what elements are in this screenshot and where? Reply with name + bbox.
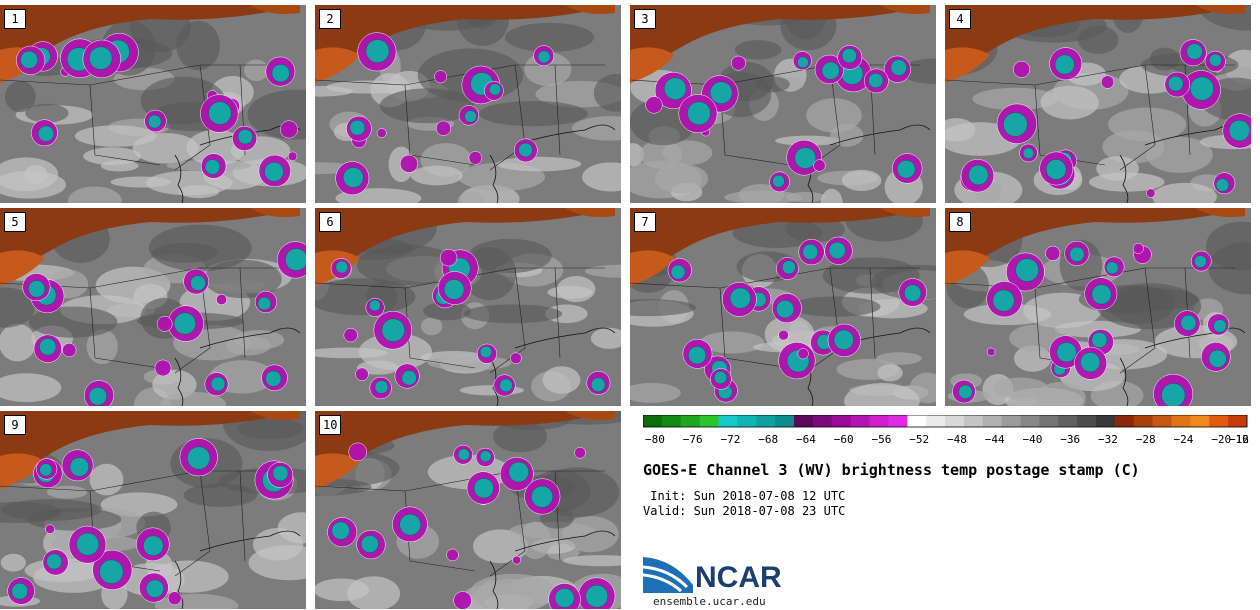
colorbar-segment	[1171, 415, 1191, 427]
water-vapor-map	[0, 5, 306, 203]
water-vapor-map	[0, 411, 306, 609]
panel-8: 8	[945, 208, 1251, 406]
colorbar-segment	[850, 415, 870, 427]
panel-4: 4	[945, 5, 1251, 203]
colorbar-tick-label: −28	[1136, 433, 1156, 446]
colorbar-segment	[812, 415, 833, 427]
colorbar-segment	[794, 415, 814, 427]
colorbar-segment	[643, 415, 663, 427]
colorbar-segment	[1114, 415, 1135, 427]
colorbar-segment	[926, 415, 946, 427]
colorbar-segment	[718, 415, 738, 427]
colorbar-segment	[982, 415, 1003, 427]
colorbar-segment	[737, 415, 757, 427]
water-vapor-map	[315, 5, 621, 203]
panel-label: 7	[634, 212, 656, 232]
ncar-logo-text: NCAR	[695, 561, 782, 594]
panel-label: 8	[949, 212, 971, 232]
panel-label: 10	[319, 415, 342, 435]
panel-label: 3	[634, 9, 656, 29]
colorbar-segment	[699, 415, 719, 427]
colorbar-segment	[1058, 415, 1078, 427]
panel-3: 3	[630, 5, 936, 203]
panel-1: 1	[0, 5, 306, 203]
colorbar-segment	[1096, 415, 1116, 427]
colorbar-segment	[661, 415, 682, 427]
colorbar-tick-label: −16	[1229, 433, 1249, 446]
panel-label: 1	[4, 9, 26, 29]
water-vapor-map	[0, 208, 306, 406]
colorbar-tick-label: −40	[1023, 433, 1043, 446]
colorbar-tick-label: −60	[834, 433, 854, 446]
water-vapor-map	[315, 208, 621, 406]
colorbar-segment	[1152, 415, 1172, 427]
colorbar-tick-label: −76	[683, 433, 703, 446]
water-vapor-map	[945, 5, 1251, 203]
panel-10: 10	[315, 411, 621, 609]
colorbar-tick-label: −24	[1174, 433, 1194, 446]
colorbar-segment	[1133, 415, 1154, 427]
colorbar-segment	[1039, 415, 1059, 427]
colorbar-segment	[907, 415, 927, 427]
colorbar-tick-label: −44	[985, 433, 1005, 446]
colorbar-segment	[1001, 415, 1021, 427]
colorbar-segment	[1077, 415, 1097, 427]
colorbar-tick-label: −32	[1098, 433, 1118, 446]
colorbar-segment	[1020, 415, 1040, 427]
water-vapor-map	[945, 208, 1251, 406]
colorbar-segment	[869, 415, 889, 427]
valid-time: Valid: Sun 2018-07-08 23 UTC	[643, 504, 846, 518]
figure-title: GOES-E Channel 3 (WV) brightness temp po…	[643, 461, 1140, 479]
water-vapor-map	[630, 208, 936, 406]
colorbar-segment	[1228, 415, 1248, 427]
colorbar-segment	[775, 415, 795, 427]
colorbar: −80 −76 −72 −68 −64 −60 −56 −52 −48 −44 −40 −36 −32 −…	[643, 415, 1249, 446]
colorbar-tick-label: −68	[758, 433, 778, 446]
panel-6: 6	[315, 208, 621, 406]
colorbar-tick-label: −48	[947, 433, 967, 446]
water-vapor-map	[630, 5, 936, 203]
panel-label: 5	[4, 212, 26, 232]
colorbar-segment	[963, 415, 984, 427]
panel-label: 2	[319, 9, 341, 29]
colorbar-tick-label: −80	[645, 433, 665, 446]
panel-9: 9	[0, 411, 306, 609]
colorbar-segment	[1190, 415, 1210, 427]
colorbar-tick-label: −20	[1211, 433, 1231, 446]
colorbar-tick-label: −64	[796, 433, 816, 446]
panel-2: 2	[315, 5, 621, 203]
colorbar-segment	[756, 415, 776, 427]
water-vapor-map	[315, 411, 621, 609]
colorbar-tick-label: −12	[1229, 433, 1249, 446]
panel-5: 5	[0, 208, 306, 406]
init-time: Init: Sun 2018-07-08 12 UTC	[643, 489, 846, 503]
colorbar-tick-label: −36	[1060, 433, 1080, 446]
panel-label: 4	[949, 9, 971, 29]
colorbar-segment	[831, 415, 852, 427]
panel-7: 7	[630, 208, 936, 406]
colorbar-segment	[945, 415, 965, 427]
colorbar-tick-label: −72	[721, 433, 741, 446]
panel-label: 6	[319, 212, 341, 232]
colorbar-tick-label: −56	[872, 433, 892, 446]
panel-label: 9	[4, 415, 26, 435]
ncar-logo-icon	[643, 557, 693, 593]
website-url: ensemble.ucar.edu	[653, 595, 766, 608]
colorbar-segment	[888, 415, 908, 427]
colorbar-tick-label: −52	[909, 433, 929, 446]
colorbar-segment	[680, 415, 701, 427]
colorbar-segment	[1209, 415, 1229, 427]
